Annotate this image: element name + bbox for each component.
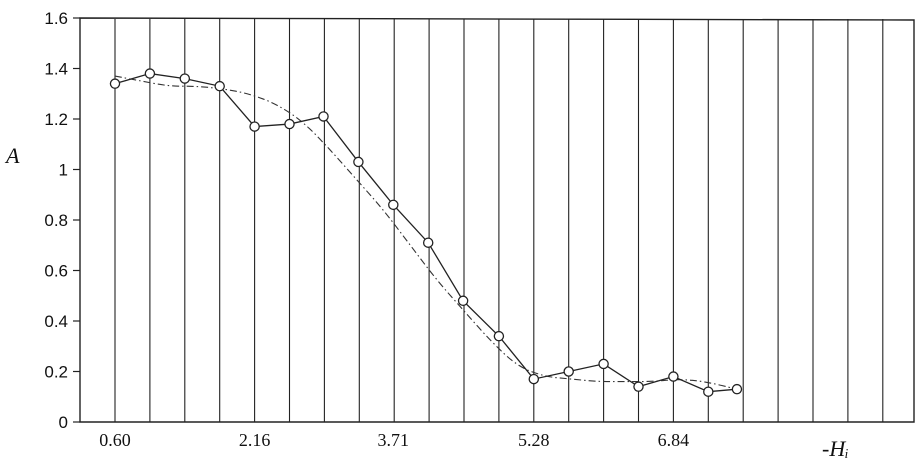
- y-tick-label: 0.8: [44, 211, 68, 230]
- y-tick-label: 0.2: [44, 363, 68, 382]
- data-point: [528, 373, 540, 385]
- data-point: [284, 118, 295, 130]
- data-point: [214, 80, 225, 92]
- data-point: [422, 237, 434, 248]
- measured-line: [114, 72, 737, 393]
- data-point: [457, 295, 469, 307]
- data-point: [179, 73, 191, 84]
- data-point: [318, 111, 329, 122]
- x-tick-label: 3.71: [378, 430, 410, 450]
- y-tick-label: 1.2: [44, 110, 68, 129]
- x-axis-title: -Hᵢ: [822, 436, 849, 461]
- data-series: [109, 68, 743, 397]
- data-point: [598, 358, 609, 370]
- y-tick-label: 0: [59, 413, 68, 432]
- fitted-curve: [114, 75, 738, 390]
- y-tick-label: 1.6: [44, 9, 68, 28]
- x-axis-ticks: 0.60 2.16 3.71 5.28 6.84: [99, 430, 689, 450]
- data-point: [633, 381, 644, 392]
- plot-border: [79, 17, 915, 423]
- data-point: [144, 68, 156, 79]
- x-tick-label: 0.60: [99, 430, 131, 450]
- y-axis-title: A: [4, 143, 20, 168]
- data-point: [731, 383, 743, 395]
- data-point: [493, 330, 505, 342]
- y-tick-label: 1: [59, 161, 68, 180]
- data-point: [353, 156, 364, 168]
- plot-frame: [79, 17, 915, 423]
- data-point: [703, 386, 714, 397]
- data-point: [109, 78, 121, 89]
- data-point: [388, 199, 399, 211]
- x-tick-label: 5.28: [518, 430, 550, 450]
- data-point: [563, 366, 574, 377]
- grid-lines: [114, 19, 884, 422]
- x-tick-label: 2.16: [239, 430, 271, 450]
- data-point: [668, 371, 679, 382]
- y-axis-ticks: 0 0.2 0.4 0.6 0.8 1 1.2 1.4 1.6: [44, 9, 80, 432]
- y-tick-label: 0.6: [44, 262, 68, 281]
- x-tick-label: 6.84: [658, 430, 690, 450]
- y-tick-label: 0.4: [44, 312, 68, 331]
- data-point: [249, 121, 260, 132]
- y-tick-label: 1.4: [44, 60, 68, 79]
